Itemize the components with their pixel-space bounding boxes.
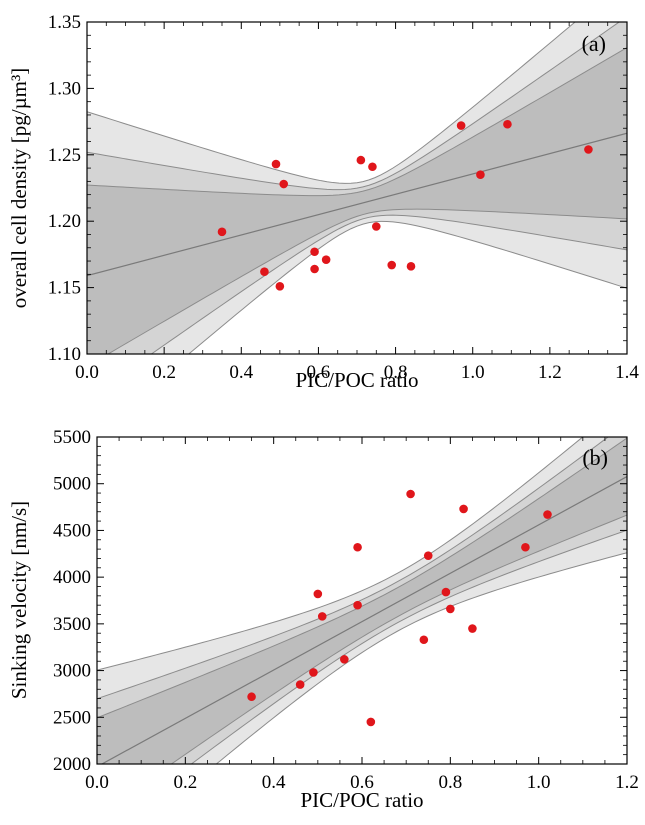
data-point [459,504,468,514]
panel-a: 0.0 0.2 0.4 0.6 0.8 1.0 1.2 1.4 1.10 1.15 1.20 1.25… [7,12,639,392]
y-tick-label: 5000 [53,474,91,495]
y-tick-label: 1.30 [48,78,81,99]
data-point [419,635,429,645]
panel-b-x-axis-title: PIC/POC ratio [300,788,423,812]
regression-line [100,476,627,764]
data-point [247,692,256,702]
data-point [366,717,376,727]
data-point [406,262,416,271]
data-point [309,668,318,677]
x-tick-label: 0.6 [350,772,374,793]
panel-a-y-axis-title: overall cell density [pg/µm³] [7,68,31,309]
data-point [310,247,319,257]
confidence-band-inner [97,437,627,764]
data-point [521,542,530,552]
regression-line [87,132,627,277]
data-point [317,612,327,621]
data-point [295,680,305,689]
data-point [446,604,455,614]
y-tick-label: 3500 [53,614,91,635]
data-point [310,264,319,274]
x-tick-label: 1.0 [527,772,551,793]
data-point [217,227,227,237]
x-tick-label: 0.0 [75,362,99,383]
x-tick-label: 0.6 [307,362,331,383]
data-point [279,179,289,189]
y-tick-label: 1.15 [48,278,81,299]
x-tick-label: 0.4 [262,772,286,793]
data-point [271,159,281,169]
data-point [406,489,415,499]
data-point [584,145,593,154]
y-tick-label: 1.25 [48,145,81,166]
panel-a-x-axis-title: PIC/POC ratio [295,368,418,392]
y-tick-label: 3000 [53,661,91,682]
x-tick-label: 1.2 [538,362,562,383]
data-point [387,260,397,270]
x-tick-label: 0.4 [229,362,253,383]
x-tick-label: 1.0 [461,362,485,383]
data-point [340,655,349,664]
data-point [476,170,485,180]
data-point [275,281,285,291]
x-tick-label: 0.2 [173,772,197,793]
panel-b-y-axis-title: Sinking velocity [nm/s] [7,501,31,699]
data-point [368,162,377,172]
x-tick-label: 0.8 [384,362,408,383]
confidence-band-inner [87,46,627,354]
y-tick-label: 4500 [53,520,91,541]
data-point [456,121,466,130]
y-tick-label: 1.35 [48,12,81,33]
y-tick-label: 1.10 [48,344,81,365]
data-point [356,155,366,165]
y-tick-label: 4000 [53,567,91,588]
y-tick-label: 1.20 [48,211,81,232]
x-tick-label: 0.2 [152,362,176,383]
data-point [543,510,552,519]
y-tick-label: 2000 [53,754,91,775]
data-point [503,119,512,129]
data-point [313,589,323,599]
data-point [423,551,433,560]
data-point [321,255,331,265]
data-point [441,587,451,597]
x-tick-label: 0.8 [438,772,462,793]
panel-b: 0.0 0.2 0.4 0.6 0.8 1.0 1.2 2000 2500 3000 3500 400… [7,427,639,812]
panel-a-label: (a) [582,31,606,56]
x-tick-label: 1.2 [615,772,639,793]
data-point [468,624,477,633]
data-point [353,600,362,610]
data-point [260,267,269,276]
y-tick-label: 5500 [53,427,91,448]
data-point [353,542,362,552]
x-tick-label: 0.0 [85,772,109,793]
data-point [371,222,381,231]
x-tick-label: 1.4 [615,362,639,383]
panel-b-label: (b) [582,445,608,470]
y-tick-label: 2500 [53,707,91,728]
